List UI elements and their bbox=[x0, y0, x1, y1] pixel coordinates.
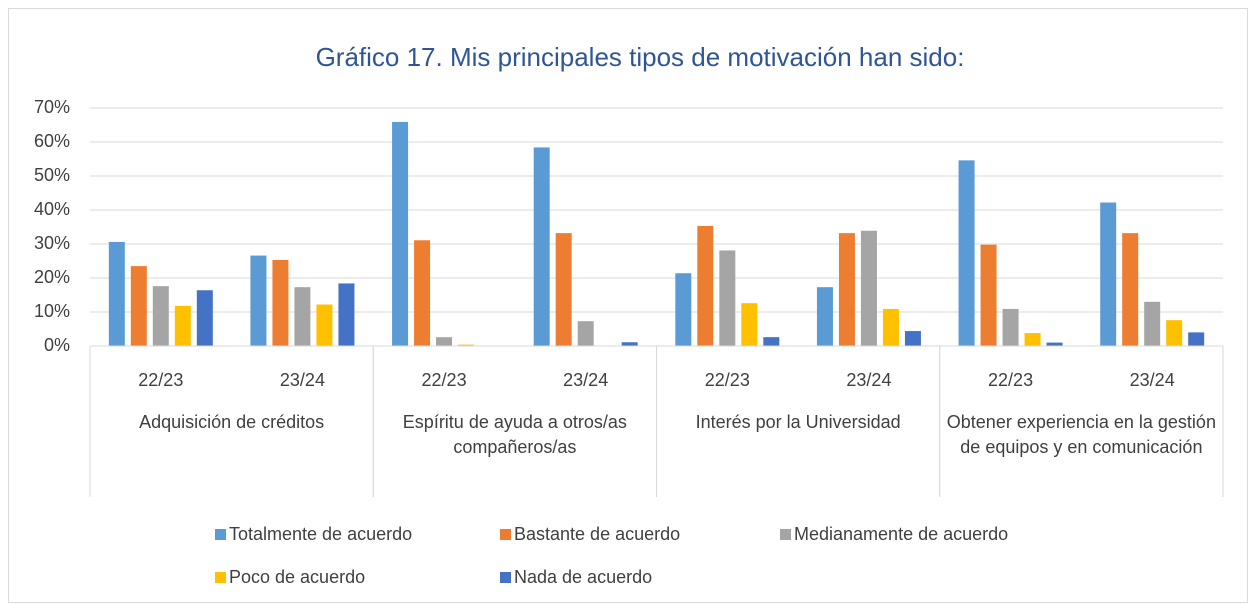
bar bbox=[272, 259, 289, 346]
bar bbox=[555, 233, 572, 346]
y-tick-label: 0% bbox=[44, 335, 70, 355]
group-label: Interés por la Universidad bbox=[695, 412, 901, 432]
bar bbox=[196, 290, 213, 346]
bar bbox=[741, 303, 758, 346]
legend-swatch bbox=[500, 572, 511, 583]
y-tick-label: 60% bbox=[34, 131, 70, 151]
legend-swatch bbox=[215, 529, 226, 540]
x-tick-label: 23/24 bbox=[846, 370, 891, 390]
bar bbox=[816, 287, 833, 346]
bar bbox=[316, 304, 333, 346]
bar bbox=[860, 230, 877, 346]
bar bbox=[174, 305, 191, 346]
bar bbox=[250, 255, 267, 346]
legend-label: Totalmente de acuerdo bbox=[229, 524, 412, 544]
x-tick-label: 22/23 bbox=[705, 370, 750, 390]
bar bbox=[414, 240, 431, 346]
y-tick-label: 70% bbox=[34, 97, 70, 117]
legend-label: Poco de acuerdo bbox=[229, 567, 365, 587]
bar bbox=[1188, 332, 1205, 346]
chart-border bbox=[8, 8, 1248, 603]
bar bbox=[980, 244, 997, 346]
bar bbox=[882, 308, 899, 346]
bar bbox=[152, 286, 169, 346]
bar bbox=[958, 160, 975, 346]
bar bbox=[1046, 342, 1063, 346]
bar bbox=[338, 283, 355, 346]
y-tick-label: 50% bbox=[34, 165, 70, 185]
y-tick-label: 30% bbox=[34, 233, 70, 253]
legend-swatch bbox=[780, 529, 791, 540]
bar bbox=[675, 273, 692, 346]
bar bbox=[838, 233, 855, 346]
bar bbox=[1166, 320, 1183, 346]
bar bbox=[130, 266, 147, 346]
bar bbox=[1002, 308, 1019, 346]
chart-title: Gráfico 17. Mis principales tipos de mot… bbox=[316, 42, 965, 72]
x-tick-label: 22/23 bbox=[422, 370, 467, 390]
x-tick-label: 22/23 bbox=[988, 370, 1033, 390]
bar bbox=[1024, 333, 1041, 346]
group-label: Espíritu de ayuda a otros/as compañeros/… bbox=[402, 412, 627, 457]
bar bbox=[577, 321, 594, 346]
bar bbox=[1144, 301, 1161, 346]
bar bbox=[719, 250, 736, 346]
x-tick-label: 23/24 bbox=[1130, 370, 1175, 390]
legend-swatch bbox=[500, 529, 511, 540]
legend-label: Medianamente de acuerdo bbox=[794, 524, 1008, 544]
bar bbox=[108, 241, 125, 346]
bar bbox=[763, 337, 780, 346]
bar bbox=[1122, 233, 1139, 346]
legend-swatch bbox=[215, 572, 226, 583]
legend-label: Nada de acuerdo bbox=[514, 567, 652, 587]
legend-label: Bastante de acuerdo bbox=[514, 524, 680, 544]
bar bbox=[904, 331, 921, 346]
x-tick-label: 22/23 bbox=[138, 370, 183, 390]
y-tick-label: 10% bbox=[34, 301, 70, 321]
bar bbox=[294, 287, 311, 346]
x-tick-label: 23/24 bbox=[280, 370, 325, 390]
bar bbox=[621, 342, 638, 346]
group-label: Adquisición de créditos bbox=[139, 412, 325, 432]
group-label: Obtener experiencia en la gestión de equ… bbox=[946, 412, 1216, 457]
bar bbox=[533, 147, 550, 346]
bar bbox=[458, 344, 475, 346]
bar bbox=[392, 121, 409, 346]
bar bbox=[697, 225, 714, 346]
y-tick-label: 40% bbox=[34, 199, 70, 219]
y-tick-label: 20% bbox=[34, 267, 70, 287]
x-tick-label: 23/24 bbox=[563, 370, 608, 390]
bar bbox=[1100, 202, 1117, 346]
bar bbox=[436, 337, 453, 346]
